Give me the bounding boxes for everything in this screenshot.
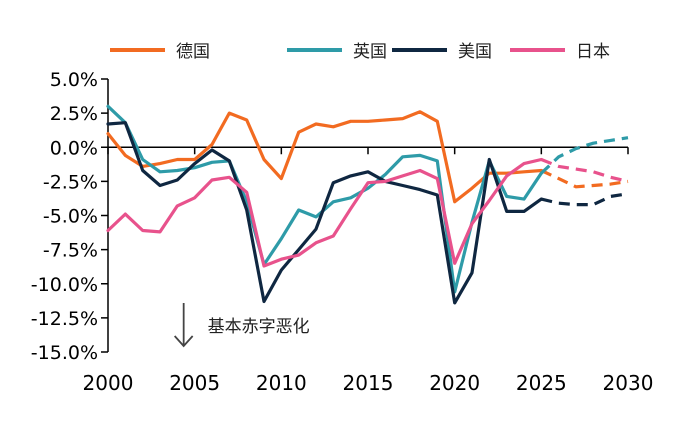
down-arrow-head-icon xyxy=(173,335,194,348)
annotation-text: 基本赤字恶化 xyxy=(208,317,310,337)
series-1 xyxy=(106,110,629,204)
y-tick-label: -12.5% xyxy=(31,308,98,330)
x-tick-label: 2030 xyxy=(603,371,654,395)
y-tick-label: 0.0% xyxy=(50,137,98,159)
x-axis-ticks: 2000 2005 2010 2015 2020 2025 2030 xyxy=(83,147,654,395)
y-tick-label: -2.5% xyxy=(43,171,98,193)
series-2 xyxy=(106,104,629,294)
x-tick-label: 2010 xyxy=(256,371,307,395)
series-line-actual xyxy=(106,104,543,294)
x-tick-label: 2005 xyxy=(169,371,220,395)
series-layer xyxy=(106,104,629,305)
x-tick-label: 2000 xyxy=(83,371,134,395)
legend-label: 德国 xyxy=(176,42,210,62)
series-line-forecast xyxy=(540,192,629,207)
series-line-forecast xyxy=(540,158,629,183)
legend-label: 英国 xyxy=(353,42,387,62)
y-tick-label: -5.0% xyxy=(43,206,98,228)
y-tick-label: -15.0% xyxy=(31,342,98,364)
x-tick-label: 2015 xyxy=(343,371,394,395)
series-line-actual xyxy=(106,157,543,268)
y-tick-label: 5.0% xyxy=(50,69,98,91)
annotations: 基本赤字恶化 xyxy=(173,303,310,348)
annotation-arrow-label: 基本赤字恶化 xyxy=(173,303,310,348)
series-line-forecast xyxy=(540,136,629,175)
legend-label: 美国 xyxy=(458,42,492,62)
legend: 德国 英国 美国 日本 xyxy=(110,42,610,62)
y-axis-ticks: 5.0% 2.5% 0.0% -2.5% -5.0% -7.5% -10.0% -12.5% -… xyxy=(31,69,108,364)
series-line-actual xyxy=(106,110,543,204)
series-4 xyxy=(106,157,629,268)
y-tick-label: -10.0% xyxy=(31,274,98,296)
x-tick-label: 2025 xyxy=(516,371,567,395)
series-3 xyxy=(106,121,629,305)
series-line-actual xyxy=(106,121,543,305)
series-line-forecast xyxy=(540,169,629,189)
y-tick-label: -7.5% xyxy=(43,240,98,262)
y-tick-label: 2.5% xyxy=(50,103,98,125)
legend-label: 日本 xyxy=(576,42,610,62)
x-tick-label: 2020 xyxy=(429,371,480,395)
